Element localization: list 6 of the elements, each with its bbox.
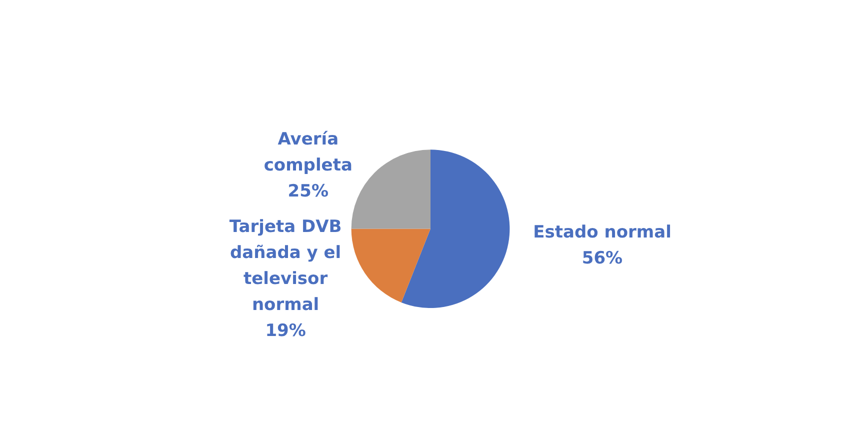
slice-label: Tarjeta DVB dañada y el televisor normal xyxy=(229,216,342,315)
slice-label: Avería completa xyxy=(264,130,352,176)
data-label: 19% xyxy=(265,320,306,341)
data-label: 25% xyxy=(288,182,328,202)
data-label: 56% xyxy=(582,248,623,269)
slice-label: Estado normal xyxy=(533,222,672,243)
